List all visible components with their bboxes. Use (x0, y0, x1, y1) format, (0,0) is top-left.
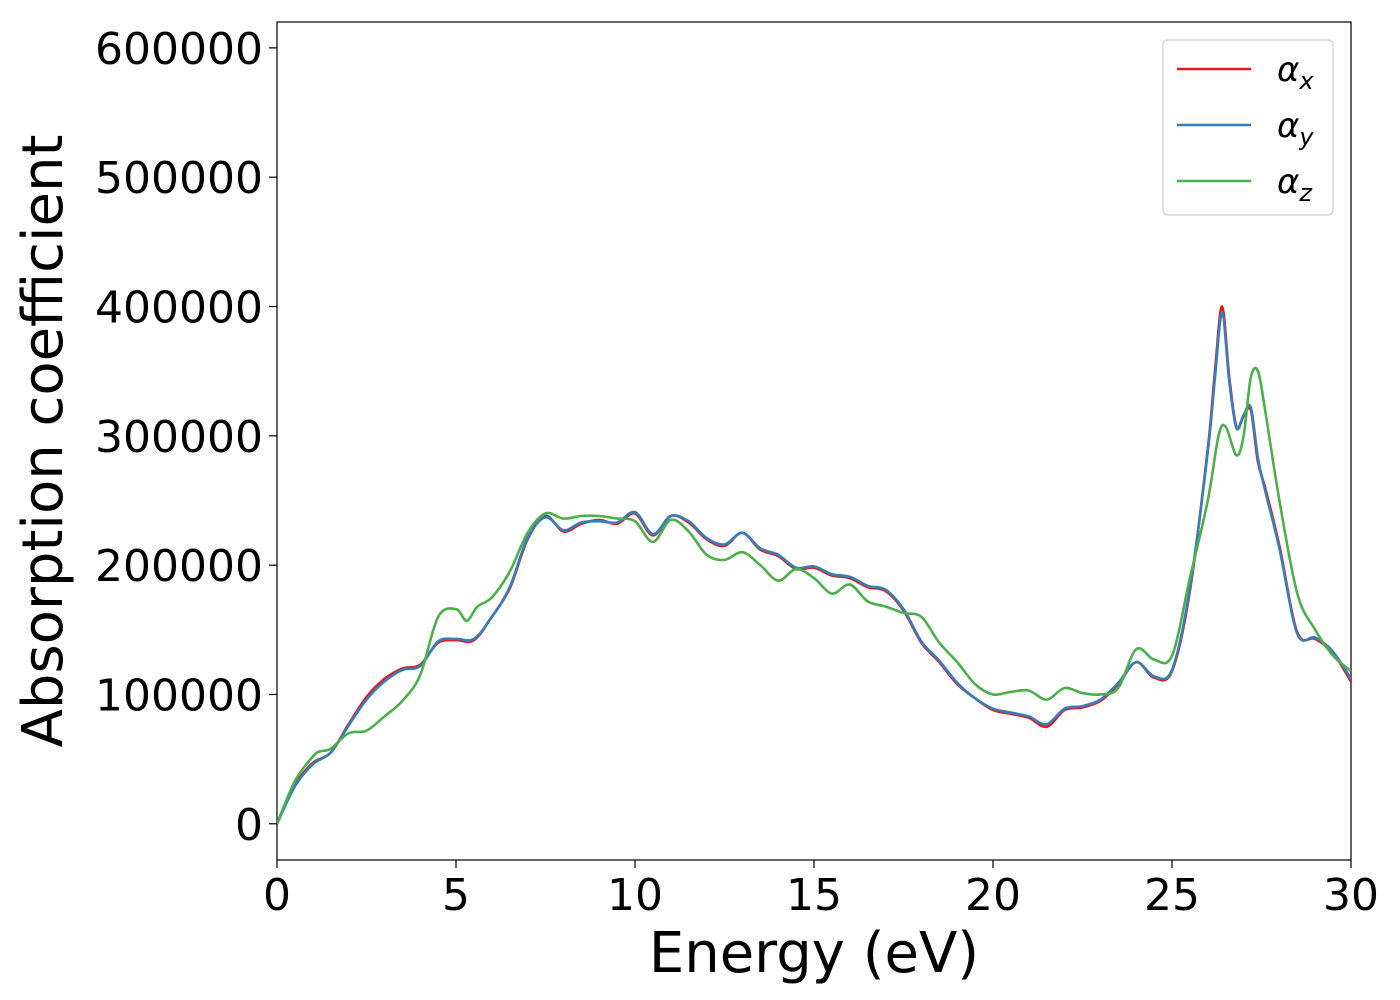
x-tick-label: 5 (442, 870, 470, 921)
legend-box (1162, 39, 1334, 216)
x-axis-title: Energy (eV) (649, 921, 979, 986)
legend-label-subscript: y (1298, 123, 1314, 151)
legend-label-subscript: x (1298, 67, 1314, 95)
x-tick-label: 10 (607, 870, 663, 921)
legend-label-y: αy (1277, 106, 1314, 151)
x-tick-label: 15 (786, 870, 842, 921)
x-tick-label: 30 (1323, 870, 1379, 921)
legend-label-z: αz (1277, 162, 1313, 207)
x-tick-label: 25 (1144, 870, 1200, 921)
x-tick-label: 0 (263, 870, 291, 921)
y-tick-label: 300000 (95, 412, 263, 463)
legend-label-x: αx (1277, 50, 1314, 95)
legend-label-subscript: z (1298, 179, 1313, 207)
y-tick-label: 400000 (95, 283, 263, 334)
y-tick-label: 200000 (95, 541, 263, 592)
series-line-y (277, 311, 1351, 825)
legend-label-base: α (1277, 106, 1299, 146)
y-axis: 0 100000 200000 300000 400000 500000 600000 (95, 24, 277, 851)
y-tick-label: 500000 (95, 153, 263, 204)
y-axis-title: Absorption coefficient (11, 135, 76, 748)
y-tick-label: 600000 (95, 24, 263, 75)
series-layer (277, 305, 1351, 825)
x-axis: 0 5 10 15 20 25 30 (263, 860, 1379, 921)
x-tick-label: 20 (965, 870, 1021, 921)
y-tick-label: 0 (235, 800, 263, 851)
legend-label-base: α (1277, 162, 1299, 202)
series-line-z (277, 366, 1351, 825)
legend-label-base: α (1277, 50, 1299, 90)
y-tick-label: 100000 (95, 670, 263, 721)
